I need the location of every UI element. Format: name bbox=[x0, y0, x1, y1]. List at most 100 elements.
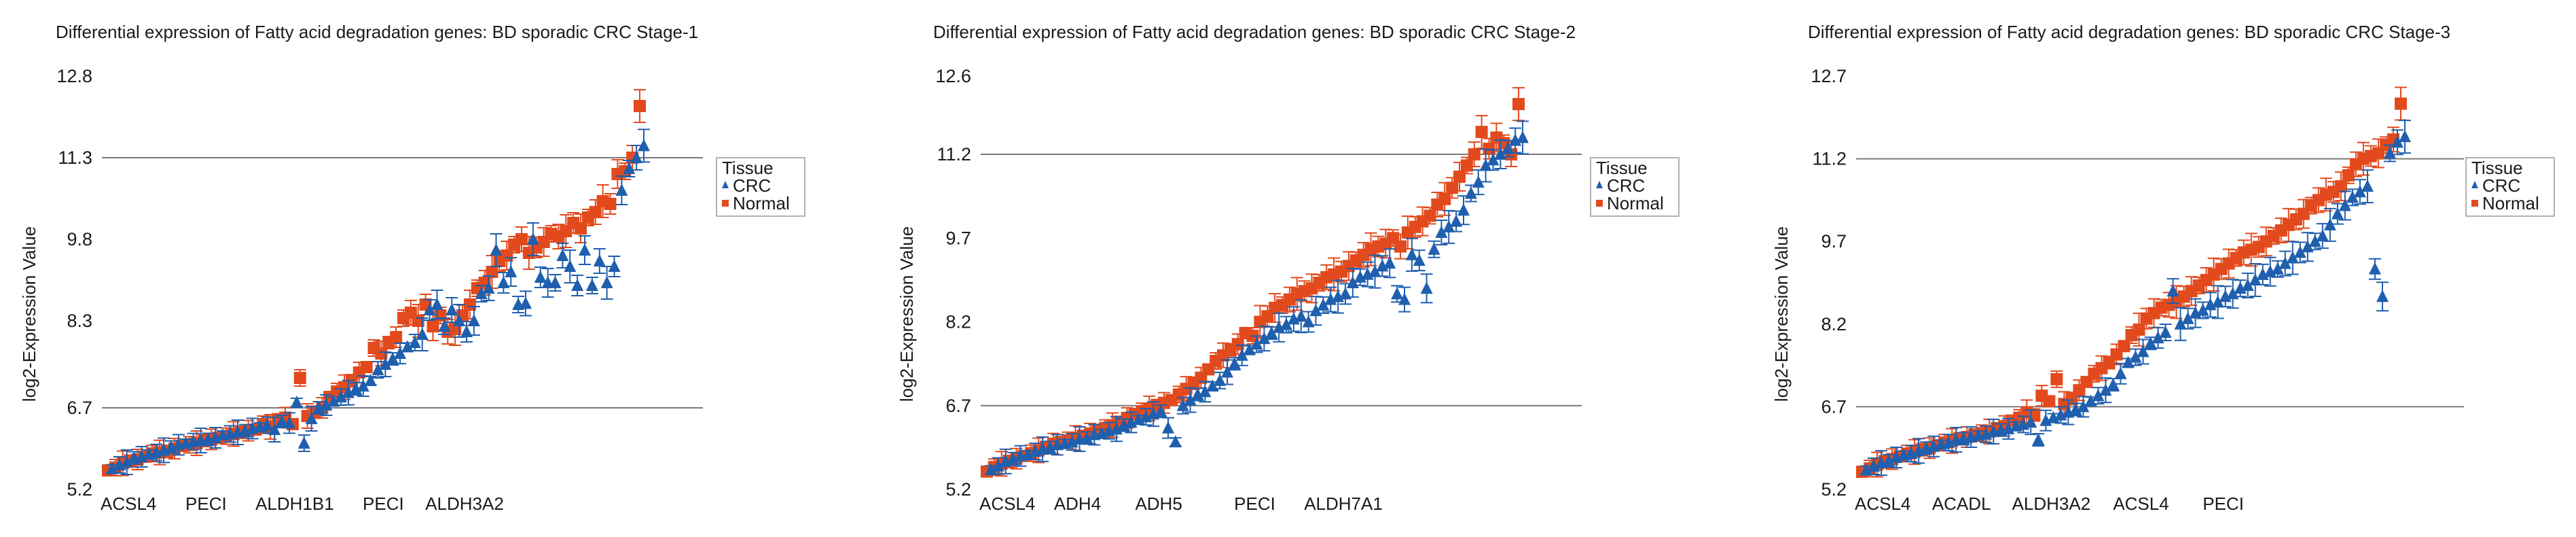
data-point-normal bbox=[1231, 338, 1244, 351]
data-point-crc bbox=[2338, 198, 2351, 211]
data-point-crc bbox=[261, 418, 274, 431]
data-point-crc bbox=[1302, 315, 1315, 328]
chart-panel-stage-3: Differential expression of Fatty acid de… bbox=[1717, 0, 2575, 537]
data-point-crc bbox=[1398, 292, 1411, 305]
data-point-normal bbox=[293, 372, 306, 384]
x-tick-label: PECI bbox=[2202, 493, 2244, 514]
x-tick-label: ACSL4 bbox=[101, 493, 156, 514]
data-point-crc bbox=[2144, 336, 2157, 349]
legend-marker-normal bbox=[722, 200, 729, 207]
data-point-crc bbox=[2211, 295, 2224, 308]
data-point-crc bbox=[2279, 256, 2291, 269]
data-point-crc bbox=[2376, 290, 2389, 302]
legend-entry: CRC bbox=[2482, 175, 2520, 196]
data-point-crc bbox=[335, 390, 348, 402]
data-point-crc bbox=[992, 459, 1004, 472]
data-point-crc bbox=[364, 374, 377, 386]
data-point-crc bbox=[2271, 262, 2284, 275]
data-point-crc bbox=[446, 303, 458, 315]
data-point-crc bbox=[1169, 435, 1182, 448]
data-point-normal bbox=[1394, 240, 1407, 253]
y-tick-label: 6.7 bbox=[945, 396, 971, 416]
data-point-crc bbox=[379, 358, 392, 370]
data-point-normal bbox=[2395, 97, 2407, 110]
legend-marker-crc bbox=[2471, 181, 2478, 188]
data-point-normal bbox=[2043, 395, 2056, 408]
data-point-crc bbox=[2107, 377, 2120, 390]
data-point-crc bbox=[1081, 431, 1093, 444]
y-tick-label: 9.7 bbox=[945, 228, 971, 248]
data-point-crc bbox=[630, 151, 643, 163]
data-point-crc bbox=[386, 352, 399, 364]
data-point-crc bbox=[1162, 421, 1174, 434]
chart-panel-stage-1: Differential expression of Fatty acid de… bbox=[0, 0, 858, 537]
y-tick-label: 5.2 bbox=[67, 479, 92, 500]
chart-title: Differential expression of Fatty acid de… bbox=[56, 22, 698, 42]
y-tick-label: 9.7 bbox=[1821, 231, 1847, 252]
x-tick-label: ADH4 bbox=[1054, 493, 1101, 514]
x-tick-label: PECI bbox=[363, 493, 404, 514]
y-tick-label: 11.2 bbox=[937, 144, 971, 164]
y-tick-label: 6.7 bbox=[1821, 396, 1847, 417]
data-point-crc bbox=[1368, 264, 1381, 277]
chart-svg-stage-1: Differential expression of Fatty acid de… bbox=[19, 22, 805, 514]
data-point-crc bbox=[1021, 448, 1034, 461]
legend-entry: Normal bbox=[733, 193, 790, 213]
data-point-crc bbox=[1214, 373, 1227, 386]
data-point-crc bbox=[2137, 345, 2149, 358]
x-tick-label: ACSL4 bbox=[979, 493, 1035, 514]
data-point-crc bbox=[1450, 214, 1463, 227]
data-point-crc bbox=[1883, 453, 1895, 466]
y-tick-label: 8.3 bbox=[67, 311, 92, 331]
data-point-normal bbox=[1512, 98, 1525, 111]
x-tick-label: ADH5 bbox=[1135, 493, 1182, 514]
data-point-crc bbox=[1250, 337, 1263, 350]
legend-title: Tissue bbox=[1596, 158, 1648, 178]
data-point-crc bbox=[1860, 463, 1872, 476]
x-tick-label: PECI bbox=[1234, 493, 1275, 514]
chart-svg-stage-3: Differential expression of Fatty acid de… bbox=[1771, 22, 2555, 514]
data-point-crc bbox=[283, 416, 295, 429]
chart-title: Differential expression of Fatty acid de… bbox=[933, 22, 1576, 42]
series-normal bbox=[1856, 86, 2407, 479]
data-point-crc bbox=[490, 243, 503, 256]
y-tick-label: 5.2 bbox=[945, 479, 971, 500]
data-point-crc bbox=[2077, 400, 2090, 413]
data-point-normal bbox=[634, 100, 646, 112]
x-tick-label: ALDH3A2 bbox=[425, 493, 504, 514]
data-point-crc bbox=[438, 319, 451, 332]
chart-svg-stage-2: Differential expression of Fatty acid de… bbox=[896, 22, 1680, 514]
data-point-crc bbox=[593, 254, 606, 266]
data-point-crc bbox=[1391, 287, 1404, 300]
data-point-crc bbox=[1428, 242, 1440, 255]
data-point-normal bbox=[463, 298, 476, 311]
y-tick-label: 6.7 bbox=[67, 398, 92, 418]
data-point-crc bbox=[1472, 175, 1485, 188]
data-point-normal bbox=[390, 331, 403, 343]
data-point-crc bbox=[1479, 158, 1492, 171]
data-point-crc bbox=[2241, 279, 2254, 292]
data-point-crc bbox=[1464, 186, 1477, 199]
data-point-crc bbox=[2196, 303, 2209, 316]
data-point-crc bbox=[1176, 398, 1189, 411]
data-point-crc bbox=[371, 363, 384, 375]
data-point-crc bbox=[2316, 229, 2329, 242]
data-point-crc bbox=[1487, 153, 1500, 166]
data-point-crc bbox=[2368, 262, 2381, 275]
data-point-crc bbox=[2399, 130, 2411, 143]
data-point-crc bbox=[475, 287, 488, 299]
data-point-normal bbox=[515, 233, 528, 245]
data-point-crc bbox=[585, 279, 598, 291]
data-point-crc bbox=[497, 276, 510, 288]
data-point-crc bbox=[2181, 311, 2194, 324]
data-point-normal bbox=[1446, 181, 1459, 194]
data-point-crc bbox=[106, 462, 118, 474]
data-point-crc bbox=[1502, 141, 1514, 154]
legend-entry: Normal bbox=[2482, 193, 2539, 213]
y-axis-label: log2-Expression Value bbox=[19, 226, 39, 402]
data-point-crc bbox=[1258, 332, 1271, 345]
data-point-crc bbox=[615, 184, 628, 196]
data-point-crc bbox=[526, 232, 539, 245]
